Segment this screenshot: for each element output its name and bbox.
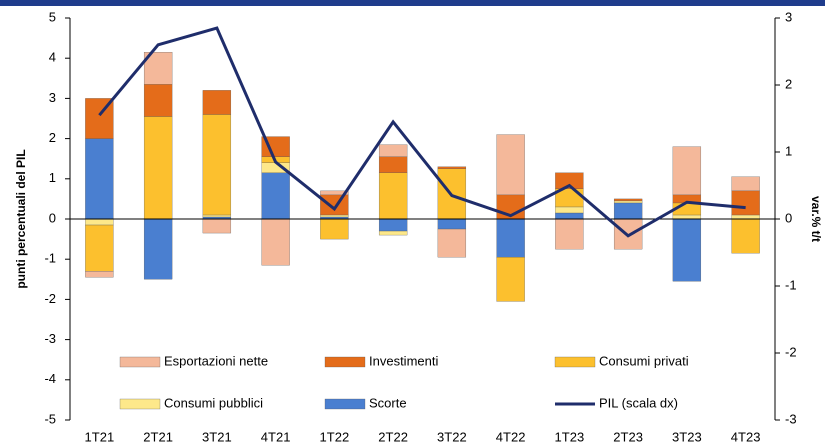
x-tick-label: 1T23	[555, 429, 585, 444]
bar-segment	[378, 156, 408, 173]
y2-tick-label: 2	[785, 76, 792, 91]
legend-swatch	[119, 398, 161, 410]
bar-segment	[672, 146, 702, 196]
legend-label: Consumi pubblici	[164, 395, 263, 410]
y-tick-label: -2	[44, 291, 56, 306]
bar-segment	[143, 116, 173, 220]
legend-label: Consumi privati	[599, 353, 689, 368]
x-tick-label: 2T21	[143, 429, 173, 444]
x-tick-label: 3T23	[672, 429, 702, 444]
bar-segment	[320, 214, 349, 218]
bar-segment	[731, 214, 760, 220]
bar-segment	[378, 172, 408, 220]
bar-segment	[202, 114, 232, 216]
bar-segment	[202, 90, 232, 115]
bar-segment	[202, 214, 232, 218]
y2-tick-label: 1	[785, 143, 792, 158]
bar-segment	[731, 218, 760, 254]
y2-tick-label: 0	[785, 210, 792, 225]
x-tick-label: 1T21	[85, 429, 115, 444]
x-tick-label: 4T22	[496, 429, 526, 444]
bar-segment	[143, 218, 173, 280]
x-tick-label: 4T21	[261, 429, 291, 444]
bar-segment	[378, 230, 408, 236]
y-tick-label: 2	[49, 130, 56, 145]
x-tick-label: 4T23	[731, 429, 761, 444]
y-tick-label: -4	[44, 371, 56, 386]
bar-segment	[261, 218, 290, 266]
x-tick-label: 1T22	[320, 429, 350, 444]
y-tick-label: -5	[44, 411, 56, 426]
y2-tick-label: -1	[785, 277, 797, 292]
bar-segment	[672, 218, 702, 282]
y-tick-label: -1	[44, 251, 56, 266]
legend-swatch	[554, 356, 596, 368]
legend-swatch	[324, 356, 366, 368]
bar-segment	[496, 134, 525, 196]
bar-segment	[672, 214, 702, 220]
bar-segment	[261, 172, 290, 220]
bar-segment	[496, 218, 525, 258]
line	[98, 26, 746, 238]
y-tick-label: -3	[44, 331, 56, 346]
bar-segment	[555, 172, 584, 190]
y2-tick-label: -3	[785, 411, 797, 426]
y-tick-label: 5	[49, 9, 56, 24]
bar-segment	[378, 144, 408, 157]
legend-label: Esportazioni nette	[164, 353, 268, 368]
bar-segment	[202, 218, 232, 234]
bar-segment	[85, 224, 114, 272]
x-tick-label: 2T22	[378, 429, 408, 444]
bar-segment	[378, 218, 408, 232]
legend-swatch	[324, 398, 366, 410]
bar-segment	[555, 212, 584, 220]
legend-label: Scorte	[369, 395, 407, 410]
bar-segment	[731, 190, 760, 216]
bar-segment	[555, 218, 584, 250]
bar-segment	[613, 198, 643, 202]
y-tick-label: 1	[49, 170, 56, 185]
bar-segment	[320, 218, 349, 240]
y2-tick-label: 3	[785, 9, 792, 24]
bar-segment	[613, 202, 643, 220]
bar-segment	[85, 271, 114, 278]
bar-segment	[496, 257, 525, 302]
y2-axis-label: var.% t/t	[809, 196, 823, 242]
y-tick-label: 4	[49, 50, 56, 65]
bar-segment	[85, 138, 114, 220]
bar-segment	[320, 190, 349, 196]
bar-segment	[85, 218, 114, 226]
legend-label: Investimenti	[369, 353, 438, 368]
y-tick-label: 3	[49, 90, 56, 105]
x-tick-label: 3T21	[202, 429, 232, 444]
legend-label: PIL (scala dx)	[599, 395, 678, 410]
x-tick-label: 3T22	[437, 429, 467, 444]
bar-segment	[143, 84, 173, 117]
x-tick-label: 2T23	[613, 429, 643, 444]
bar-segment	[320, 194, 349, 216]
bar-segment	[437, 218, 467, 230]
legend-swatch	[119, 356, 161, 368]
bar-segment	[731, 176, 760, 192]
bar-segment	[261, 136, 290, 157]
bar-segment	[613, 200, 643, 204]
bar-segment	[437, 228, 467, 258]
header-strip	[0, 0, 825, 6]
y-tick-label: 0	[49, 210, 56, 225]
bar-segment	[437, 166, 467, 169]
bar-segment	[555, 206, 584, 214]
y-axis-label: punti percentuali del PIL	[14, 149, 28, 288]
y2-tick-label: -2	[785, 344, 797, 359]
